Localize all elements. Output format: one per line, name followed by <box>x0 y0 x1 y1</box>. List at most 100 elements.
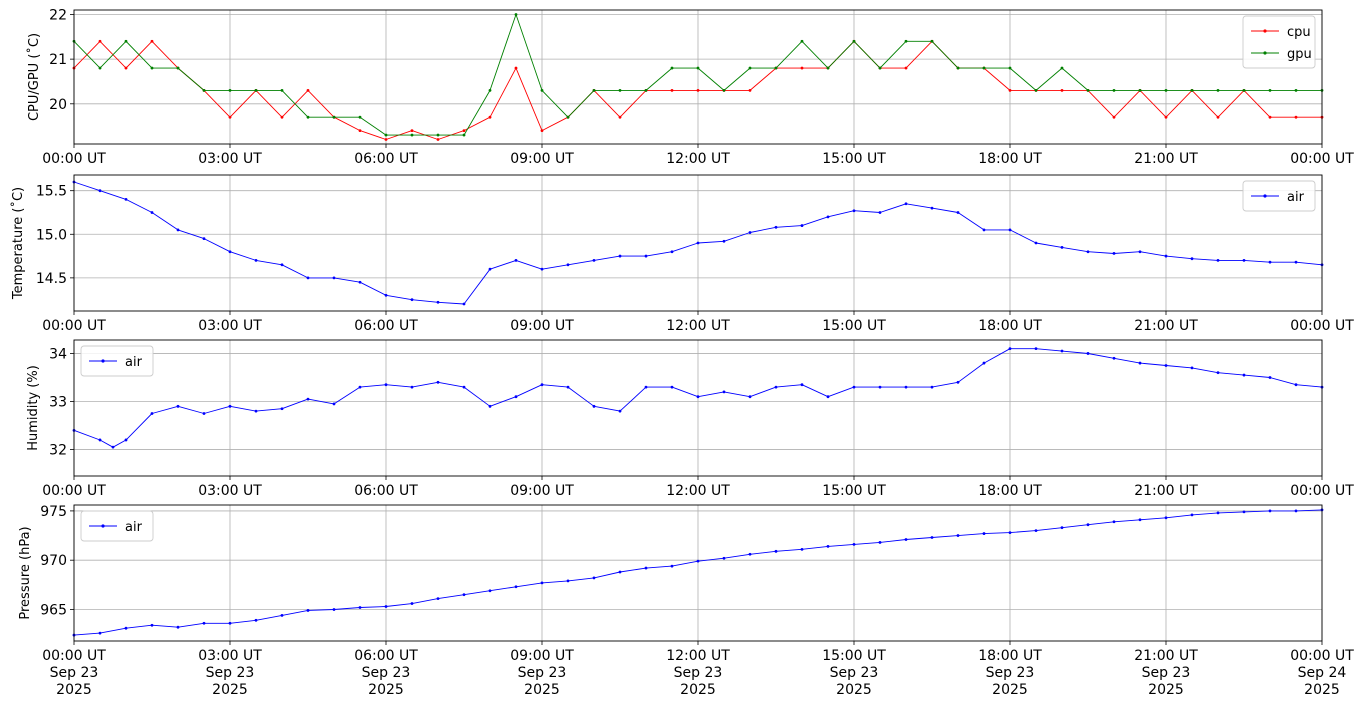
data-point-air <box>488 589 492 593</box>
data-point-air <box>644 385 648 389</box>
data-point-air <box>1060 349 1064 353</box>
data-point-gpu <box>124 39 128 43</box>
data-point-cpu <box>98 39 102 43</box>
x-tick-label: 00:00 UT Sep 23 2025 <box>42 648 106 698</box>
data-point-air <box>1138 518 1142 522</box>
legend-box <box>1242 15 1316 69</box>
data-point-air <box>826 215 830 219</box>
data-point-cpu <box>904 66 908 70</box>
x-tick-label: 06:00 UT <box>354 318 418 334</box>
data-point-air <box>280 263 284 267</box>
data-point-air <box>696 395 700 399</box>
legend: cpu gpu <box>1242 15 1316 69</box>
data-point-air <box>1086 523 1090 527</box>
x-tick-label: 00:00 UT <box>1290 318 1354 334</box>
data-point-air <box>1294 509 1298 513</box>
data-point-air <box>202 412 206 415</box>
data-point-gpu <box>644 89 648 92</box>
x-tick-label: 03:00 UT <box>198 483 262 499</box>
y-axis-label: Pressure (hPa) <box>18 526 33 619</box>
data-point-air <box>826 544 830 548</box>
x-tick-label: 09:00 UT <box>510 151 574 167</box>
data-point-air <box>982 228 986 232</box>
data-point-air <box>748 231 752 234</box>
data-point-cpu <box>124 66 128 70</box>
data-point-air <box>618 570 622 574</box>
data-point-cpu <box>488 115 492 119</box>
x-tick-label: 12:00 UT <box>666 483 730 499</box>
data-point-air <box>1060 526 1064 530</box>
x-tick-label: 21:00 UT <box>1134 151 1198 167</box>
x-tick-label: 09:00 UT Sep 23 2025 <box>510 648 574 698</box>
data-point-gpu <box>410 133 414 137</box>
data-point-air <box>696 559 700 563</box>
data-point-air <box>1190 257 1194 261</box>
data-point-cpu <box>1294 115 1298 119</box>
data-point-cpu <box>1164 115 1168 119</box>
data-point-air <box>1242 510 1246 514</box>
data-point-air <box>358 280 362 284</box>
data-point-air <box>514 259 518 262</box>
legend: air <box>80 345 154 377</box>
x-tick-label: 03:00 UT <box>198 318 262 334</box>
data-point-air <box>800 224 804 227</box>
y-axis-label: Humidity (%) <box>26 365 41 451</box>
data-point-air <box>176 404 180 408</box>
data-point-air <box>98 438 102 442</box>
data-point-air <box>176 625 180 629</box>
y-tick-label: 34 <box>49 346 67 362</box>
data-point-air <box>618 254 622 258</box>
data-point-air <box>1034 347 1038 351</box>
data-point-air <box>436 380 440 384</box>
data-point-cpu <box>1112 115 1116 119</box>
legend-marker-air <box>101 524 105 528</box>
data-point-cpu <box>436 138 440 141</box>
data-point-cpu <box>670 89 674 92</box>
data-point-air <box>1242 373 1246 377</box>
data-point-gpu <box>1268 89 1272 92</box>
x-tick-label: 03:00 UT Sep 23 2025 <box>198 648 262 698</box>
x-tick-label: 18:00 UT <box>978 318 1042 334</box>
data-point-gpu <box>930 39 934 43</box>
data-point-air <box>748 395 752 399</box>
data-point-air <box>1060 245 1064 249</box>
data-point-air <box>644 566 648 570</box>
data-point-gpu <box>1164 89 1168 92</box>
data-point-air <box>228 250 232 254</box>
data-point-air <box>124 626 128 630</box>
data-point-air <box>852 209 856 213</box>
data-point-air <box>488 404 492 408</box>
data-point-gpu <box>306 115 310 119</box>
data-point-air <box>774 225 778 229</box>
x-tick-label: 06:00 UT <box>354 483 418 499</box>
data-point-gpu <box>514 13 518 16</box>
data-point-cpu <box>384 138 388 141</box>
legend: air <box>80 510 154 542</box>
data-point-cpu <box>514 66 518 70</box>
data-point-air <box>150 211 154 214</box>
data-point-gpu <box>904 39 908 43</box>
data-point-cpu <box>618 115 622 119</box>
data-point-air <box>722 390 726 394</box>
y-tick-label: 965 <box>40 602 67 618</box>
data-point-cpu <box>1216 115 1220 119</box>
data-point-air <box>878 211 882 214</box>
y-tick-label: 975 <box>40 504 67 520</box>
series-line-air <box>73 348 1323 448</box>
x-tick-label: 00:00 UT <box>42 318 106 334</box>
data-point-air <box>1112 252 1116 255</box>
data-point-air <box>410 602 414 605</box>
data-point-air <box>670 250 674 254</box>
legend-label-gpu: gpu <box>1287 47 1312 62</box>
data-point-air <box>488 267 492 271</box>
data-point-air <box>800 547 804 551</box>
data-point-air <box>1216 259 1220 262</box>
legend-marker-air <box>101 359 105 363</box>
data-point-air <box>98 631 102 635</box>
plot-frame <box>73 174 1323 312</box>
chart-panel-2: 00:00 UT 03:00 UT 06:00 UT 09:00 UT 12:00 UT… <box>10 174 1354 334</box>
data-point-air <box>1164 254 1168 258</box>
y-tick-label: 15.5 <box>36 184 67 200</box>
data-point-air <box>1216 371 1220 375</box>
